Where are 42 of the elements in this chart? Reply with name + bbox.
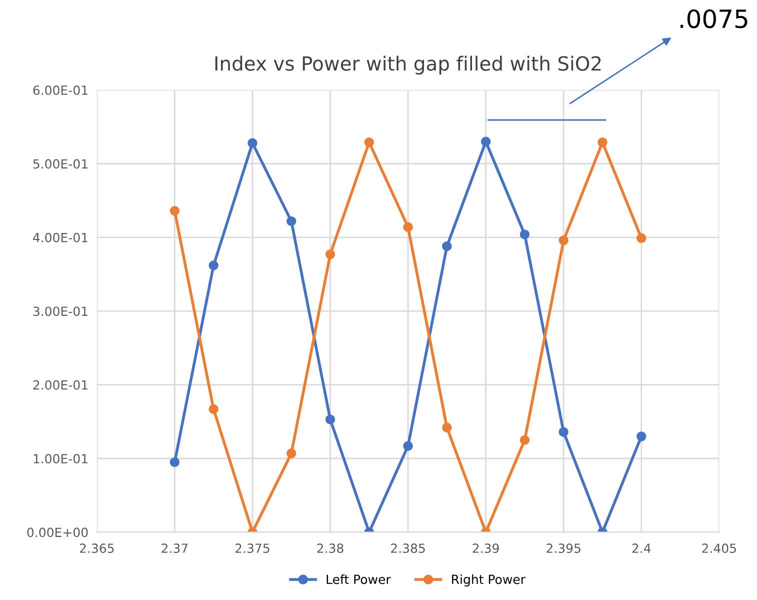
x-tick-label: 2.365	[80, 544, 114, 553]
point	[598, 137, 608, 148]
point	[364, 137, 374, 148]
point	[558, 235, 568, 246]
point	[325, 249, 336, 260]
x-tick-label: 2.395	[546, 544, 580, 553]
x-tick-label: 2.39	[472, 544, 499, 553]
point	[442, 422, 452, 432]
point	[558, 427, 568, 437]
point	[170, 457, 180, 468]
y-tick-label: 6.00E-01	[33, 85, 88, 95]
x-tick-label: 2.38	[317, 544, 344, 553]
y-tick-label: 3.00E-01	[33, 306, 88, 316]
point	[208, 404, 218, 414]
x-tick-label: 2.385	[391, 544, 425, 553]
y-tick-label: 1.00E-01	[34, 454, 88, 464]
point	[636, 233, 646, 243]
point	[286, 448, 296, 458]
point	[248, 138, 258, 148]
legend-label: Right Power	[452, 574, 526, 586]
point	[520, 230, 530, 240]
x-tick-label: 2.4	[632, 544, 651, 553]
y-tick-label: 2.00E-01	[33, 380, 88, 390]
point	[403, 222, 413, 232]
point	[636, 432, 646, 442]
point	[208, 260, 218, 270]
text: .0075	[680, 9, 748, 28]
x-tick-label: 2.37	[162, 544, 188, 553]
point	[170, 206, 180, 216]
x-tick-label: 2.375	[235, 544, 270, 553]
chart-title: Index vs Power with gap filled with SiO2	[215, 56, 601, 75]
x-tick-label: 2.405	[702, 544, 736, 553]
point	[520, 435, 530, 445]
y-tick-label: 4.00E-01	[33, 232, 88, 242]
point	[480, 136, 491, 146]
y-tick-label: 5.00E-01	[33, 159, 88, 169]
y-tick-label: 0.00E+00	[27, 528, 88, 538]
legend-label: Left Power	[326, 574, 391, 584]
point	[442, 241, 452, 252]
point	[286, 216, 296, 226]
point	[403, 441, 413, 451]
point	[325, 414, 336, 424]
